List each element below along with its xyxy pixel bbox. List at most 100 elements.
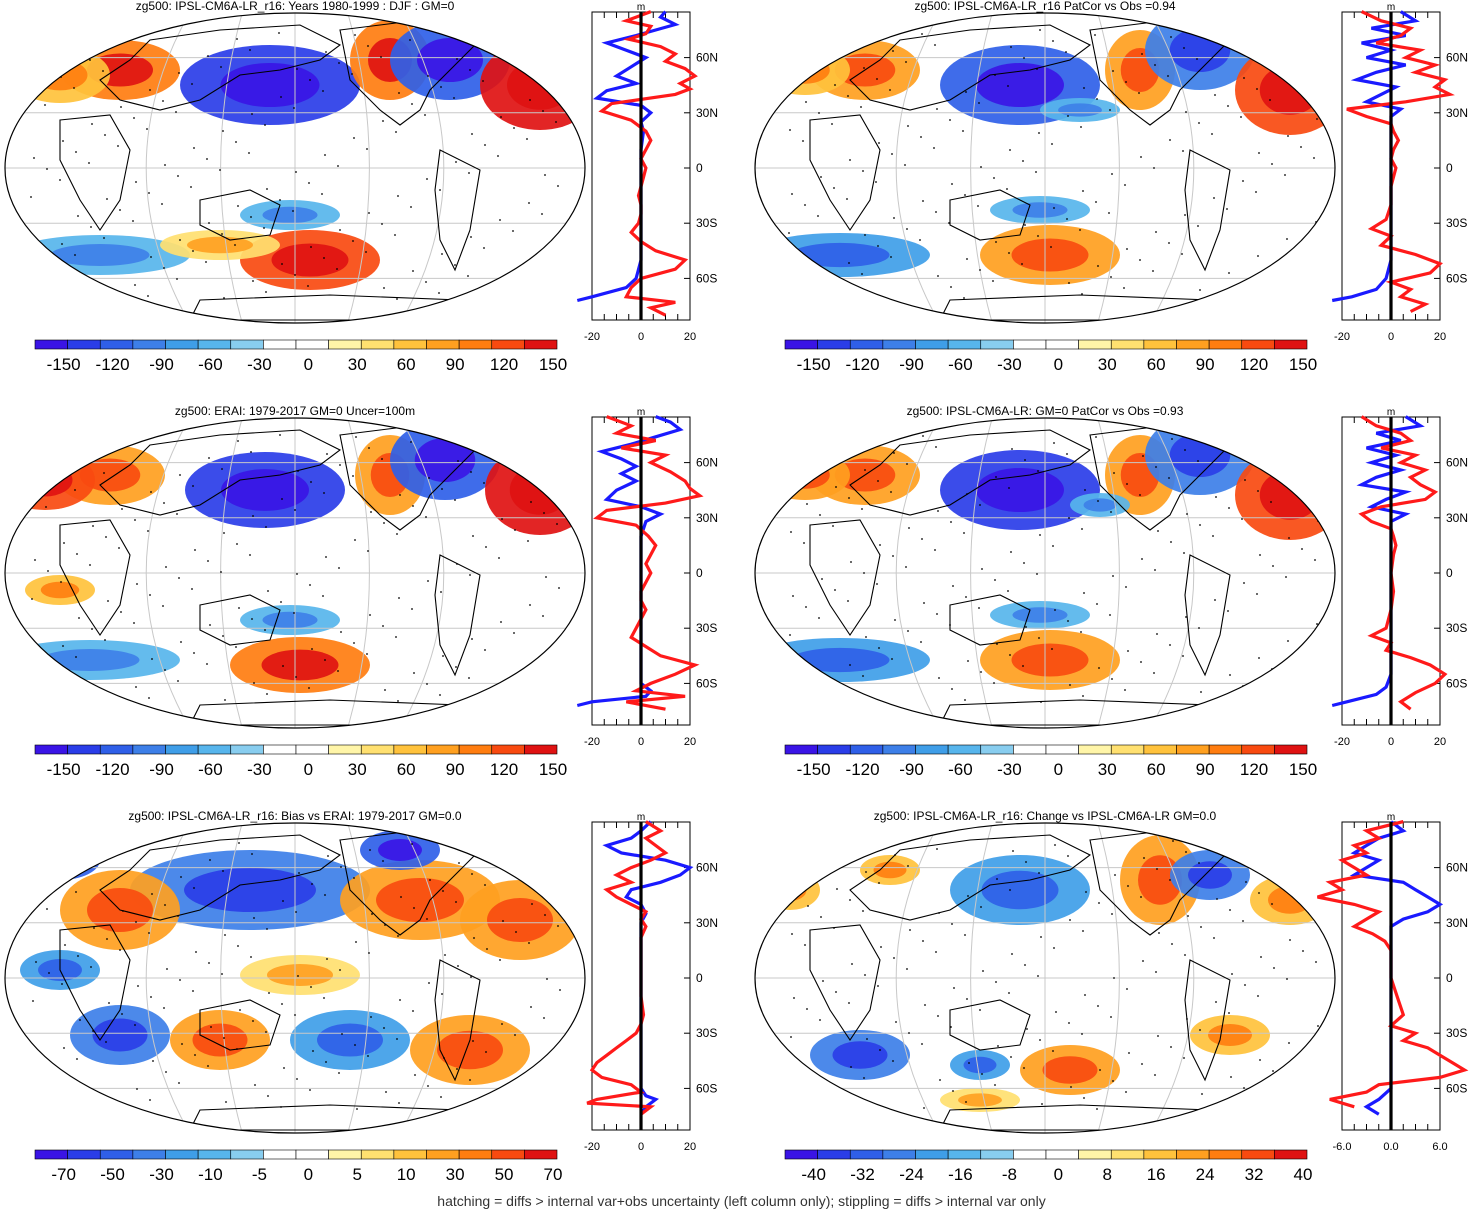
stipple-dot xyxy=(502,920,504,922)
stipple-dot xyxy=(1112,575,1114,577)
stipple-dot xyxy=(816,48,818,50)
stipple-dot xyxy=(163,267,165,269)
stipple-dot xyxy=(875,181,877,183)
colorbar-label: 120 xyxy=(1240,355,1268,374)
stipple-dot xyxy=(832,290,834,292)
stipple-dot xyxy=(1155,231,1157,233)
stipple-dot xyxy=(876,583,878,585)
stipple-dot xyxy=(527,35,529,37)
stipple-dot xyxy=(251,113,253,115)
map-border xyxy=(754,12,1336,324)
stipple-dot xyxy=(105,31,107,33)
stipple-dot xyxy=(544,174,546,176)
stipple-dot xyxy=(46,908,48,910)
colorbar-segment xyxy=(980,1149,1014,1160)
meridian-line xyxy=(400,418,445,728)
stipple-dot xyxy=(193,887,195,889)
map-field xyxy=(5,13,585,323)
stipple-dot xyxy=(1256,593,1258,595)
stipple-dot xyxy=(847,95,849,97)
stipple-dot xyxy=(32,260,34,262)
stipple-dot xyxy=(308,182,310,184)
stipple-dot xyxy=(555,121,557,123)
meridian-line xyxy=(970,418,993,728)
colorbar-segment xyxy=(165,1149,199,1160)
stipple-dot xyxy=(31,598,33,600)
stipple-dot xyxy=(370,511,372,513)
stipple-dot xyxy=(878,647,880,649)
stipple-dot xyxy=(1053,947,1055,949)
map-field xyxy=(755,418,1335,728)
stipple-dot xyxy=(1230,1076,1232,1078)
stipple-dot xyxy=(1037,470,1039,472)
stipple-dot xyxy=(498,52,500,54)
stipple-dot xyxy=(1025,861,1027,863)
stipple-dot xyxy=(846,198,848,200)
colorbar-segment xyxy=(99,339,134,350)
stipple-dot xyxy=(1271,903,1273,905)
stipple-dot xyxy=(322,595,324,597)
colorbar-label: -8 xyxy=(1002,1165,1017,1184)
stipple-dot xyxy=(453,97,455,99)
stipple-dot xyxy=(340,866,342,868)
stipple-dot xyxy=(150,996,152,998)
stipple-dot xyxy=(178,1082,180,1084)
colorbar-label: 0 xyxy=(1054,760,1063,779)
stipple-dot xyxy=(64,944,66,946)
colorbar-segment xyxy=(1045,339,1079,350)
coastline xyxy=(849,834,1092,921)
stipple-dot xyxy=(425,516,427,518)
colorbar-segment xyxy=(1078,1149,1112,1160)
coastline xyxy=(949,189,1031,241)
stipple-dot xyxy=(207,560,209,562)
stipple-dot xyxy=(307,285,309,287)
stipple-dot xyxy=(1288,537,1290,539)
stipple-dot xyxy=(1216,898,1218,900)
stipple-dot xyxy=(980,166,982,168)
stipple-dot xyxy=(380,56,382,58)
stipple-dot xyxy=(821,578,823,580)
stipple-dot xyxy=(1301,43,1303,45)
stipple-dot xyxy=(1198,122,1200,124)
stipple-dot xyxy=(327,855,329,857)
colorbar-segment xyxy=(295,1149,329,1160)
stipple-dot xyxy=(119,209,121,211)
profile-xtick: 0 xyxy=(1388,331,1394,343)
stipple-dot xyxy=(1110,1016,1112,1018)
stipple-dot xyxy=(34,1064,36,1066)
stipple-dot xyxy=(936,613,938,615)
stipple-dot xyxy=(1140,661,1142,663)
stipple-dot xyxy=(1198,862,1200,864)
stipple-dot xyxy=(46,673,48,675)
stipple-dot xyxy=(428,477,430,479)
stipple-dot xyxy=(949,119,951,121)
panel-1: zg500: IPSL-CM6A-LR_r16: Years 1980-1999… xyxy=(0,0,718,385)
stipple-dot xyxy=(1111,913,1113,915)
colorbar-label: -5 xyxy=(252,1165,267,1184)
stipple-dot xyxy=(164,164,166,166)
profile-lat-label: 60S xyxy=(696,271,717,285)
stipple-dot xyxy=(385,1091,387,1093)
map-field xyxy=(5,418,585,728)
stipple-dot xyxy=(528,437,530,439)
stipple-dot xyxy=(47,570,49,572)
stipple-dot xyxy=(425,281,427,283)
stipple-dot xyxy=(1040,701,1042,703)
colorbar-segment xyxy=(882,744,916,755)
stipple-dot xyxy=(73,87,75,89)
map-border xyxy=(4,822,586,1134)
stipple-dot xyxy=(122,910,124,912)
stipple-dot xyxy=(529,839,531,841)
stipple-dot xyxy=(862,675,864,677)
profile-lat-label: 30N xyxy=(1446,511,1468,525)
stipple-dot xyxy=(206,663,208,665)
stipple-dot xyxy=(935,211,937,213)
stipple-dot xyxy=(1051,143,1053,145)
colorbar-segment xyxy=(784,1149,818,1160)
colorbar-segment xyxy=(817,744,851,755)
stipple-dot xyxy=(59,179,61,181)
stipple-dot xyxy=(848,1002,850,1004)
colorbar-segment xyxy=(1110,339,1145,350)
stipple-dot xyxy=(1289,939,1291,941)
profile-xtick: -20 xyxy=(584,736,600,748)
